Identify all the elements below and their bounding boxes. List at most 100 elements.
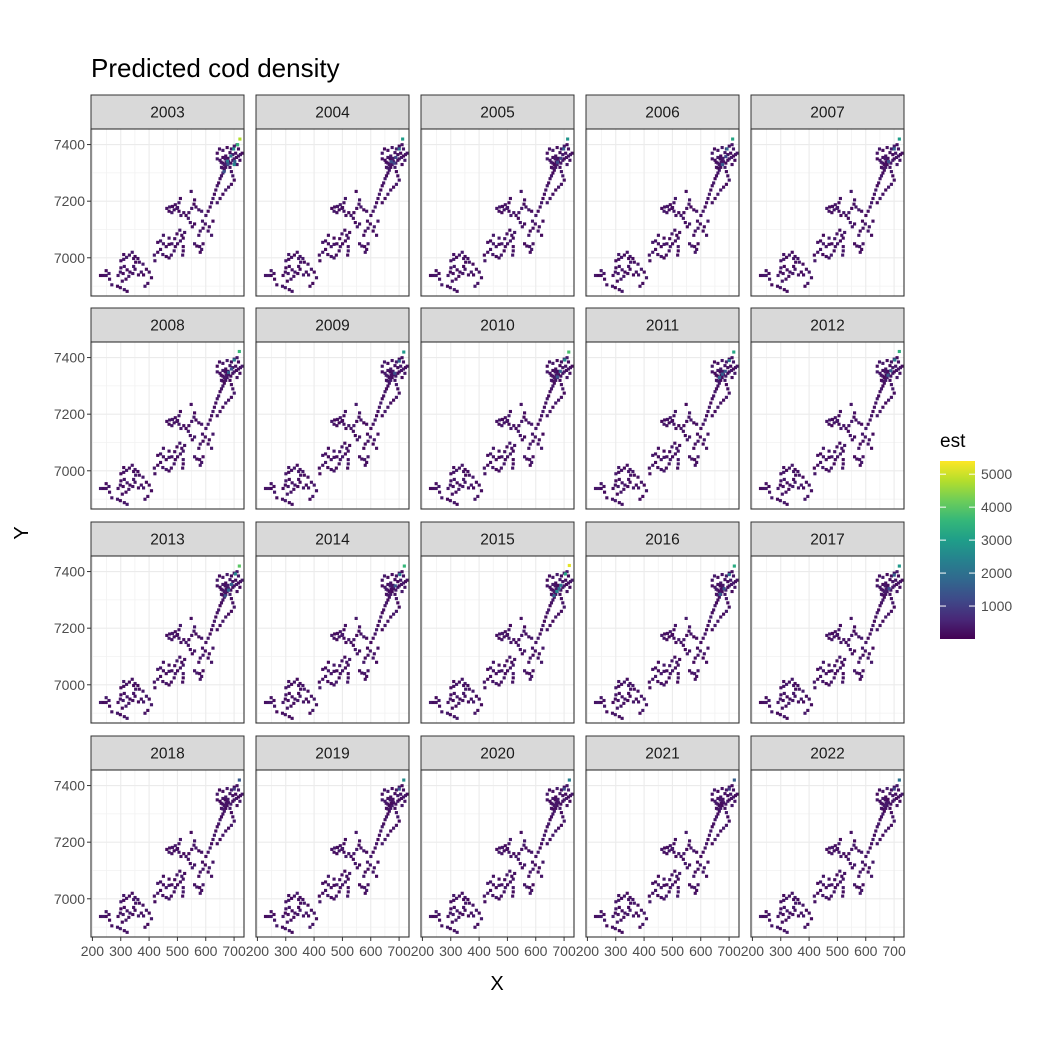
density-cell	[542, 192, 546, 196]
density-cell	[347, 211, 351, 215]
density-cell	[559, 383, 563, 387]
density-cell	[403, 585, 407, 589]
density-cell	[200, 247, 204, 252]
density-cell	[664, 680, 668, 684]
density-cell	[654, 452, 658, 456]
density-cell	[229, 367, 233, 371]
density-cell	[309, 694, 313, 698]
density-cell	[555, 799, 559, 803]
density-cell	[685, 206, 689, 210]
density-cell	[545, 201, 549, 205]
panel-border	[90, 769, 245, 938]
density-cell	[132, 897, 136, 902]
density-cell	[212, 192, 216, 196]
density-cell	[519, 616, 523, 620]
density-cell	[559, 588, 563, 592]
density-cell	[197, 233, 201, 237]
density-cell	[779, 686, 783, 690]
density-cell	[768, 704, 772, 708]
density-cell	[679, 213, 683, 218]
density-cell	[283, 713, 287, 717]
density-cell	[355, 438, 359, 442]
density-cell	[511, 466, 515, 470]
density-cell	[125, 268, 129, 272]
density-cell	[200, 636, 204, 640]
density-cell	[682, 638, 686, 642]
density-cell	[554, 373, 558, 377]
density-cell	[875, 184, 879, 188]
density-cell	[676, 458, 680, 462]
density-cell	[237, 349, 241, 354]
density-cell	[343, 196, 347, 201]
density-cell	[125, 481, 129, 485]
density-cell	[782, 477, 786, 481]
density-cell	[446, 700, 450, 705]
density-cell	[204, 426, 208, 431]
density-cell	[799, 911, 803, 915]
density-cell	[149, 917, 154, 921]
density-cell	[446, 273, 450, 278]
density-cell	[617, 288, 621, 292]
density-cell	[434, 700, 438, 705]
density-cell	[676, 236, 680, 240]
panel-border	[90, 341, 245, 510]
density-cell	[98, 700, 103, 705]
density-cell	[877, 574, 882, 578]
density-cell	[570, 364, 574, 368]
density-cell	[156, 250, 160, 254]
density-cell	[161, 455, 165, 459]
density-cell	[368, 435, 372, 439]
density-cell	[434, 269, 438, 273]
density-cell	[215, 842, 219, 846]
density-cell	[360, 457, 364, 461]
density-cell	[522, 629, 526, 633]
density-cell	[324, 674, 328, 679]
density-cell	[164, 245, 168, 249]
density-cell	[329, 672, 333, 676]
density-cell	[614, 472, 618, 476]
density-cell	[321, 250, 325, 254]
density-cell	[844, 854, 848, 859]
density-cell	[677, 424, 681, 428]
density-cell	[651, 881, 655, 885]
density-cell	[357, 202, 361, 206]
density-cell	[472, 700, 476, 704]
density-cell	[122, 679, 126, 684]
density-cell	[673, 666, 677, 670]
density-cell	[695, 850, 699, 854]
density-cell	[110, 283, 114, 287]
density-cell	[397, 787, 401, 791]
density-cell	[667, 208, 671, 212]
density-cell	[180, 660, 184, 664]
density-cell	[720, 589, 724, 594]
density-cell	[549, 815, 554, 819]
density-cell	[731, 581, 736, 585]
density-cell	[619, 704, 623, 708]
density-cell	[731, 795, 736, 799]
density-cell	[217, 181, 221, 185]
density-cell	[182, 638, 186, 642]
density-cell	[674, 640, 678, 645]
density-cell	[471, 903, 475, 907]
density-cell	[720, 585, 724, 589]
density-cell	[383, 585, 387, 589]
density-cell	[629, 473, 633, 477]
density-cell	[671, 205, 675, 210]
density-cell	[513, 443, 517, 448]
density-cell	[217, 147, 222, 151]
density-cell	[287, 679, 291, 684]
density-cell	[782, 288, 786, 292]
legend-tick-label: 3000	[981, 532, 1012, 548]
density-cell	[860, 888, 864, 893]
density-cell	[710, 364, 714, 368]
density-cell	[615, 920, 619, 924]
density-cell	[321, 240, 325, 244]
density-cell	[200, 460, 204, 465]
density-cell	[383, 799, 387, 803]
density-cell	[193, 198, 197, 202]
density-cell	[181, 253, 185, 257]
density-cell	[654, 247, 658, 252]
density-cell	[353, 647, 357, 652]
density-cell	[203, 435, 207, 439]
density-cell	[227, 185, 231, 189]
